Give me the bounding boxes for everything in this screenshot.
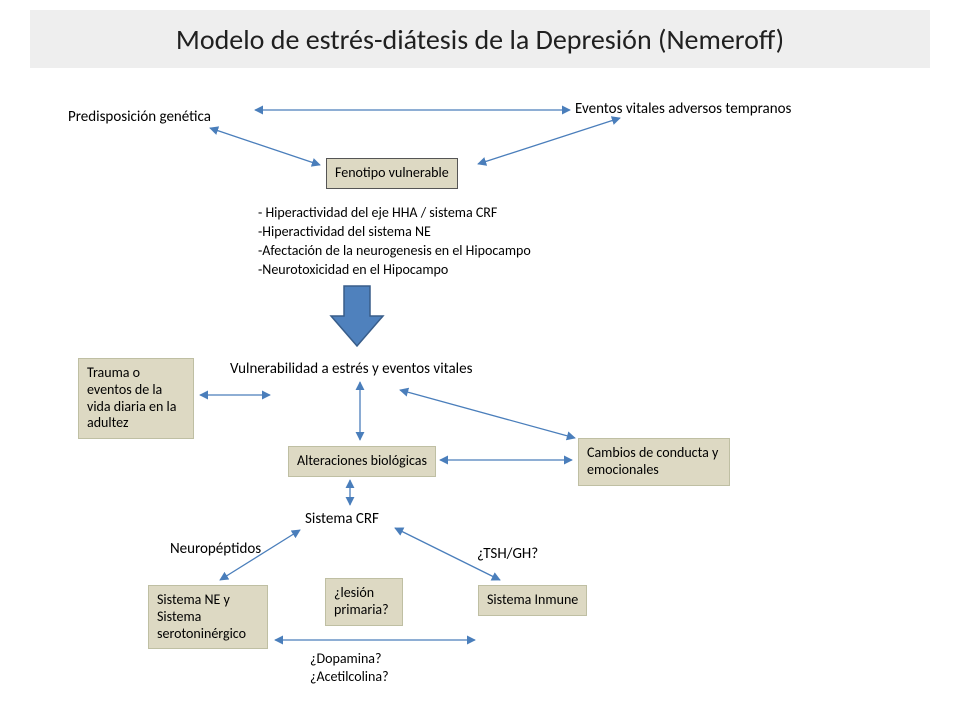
arrow-crf-ne bbox=[220, 530, 300, 580]
arrow-genetic-to-phenotype bbox=[210, 128, 320, 165]
arrow-events-to-phenotype bbox=[478, 118, 620, 164]
arrows-layer bbox=[0, 0, 960, 720]
arrow-crf-inmune bbox=[395, 528, 500, 580]
arrow-vuln-cambios bbox=[400, 390, 575, 438]
big-down-arrow-icon bbox=[331, 286, 383, 346]
